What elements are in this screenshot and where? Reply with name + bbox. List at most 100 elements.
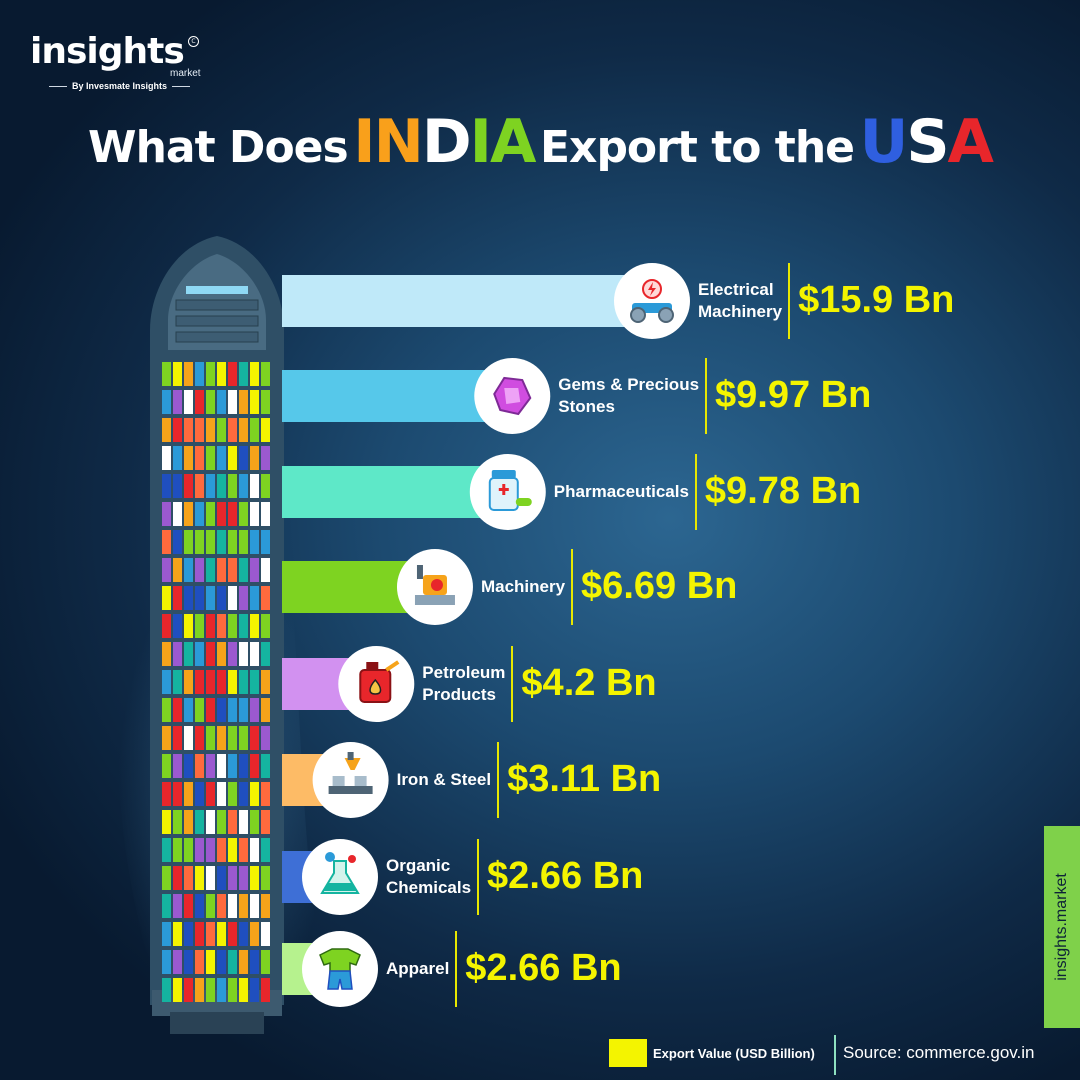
container-block [228,474,237,498]
container-block [228,586,237,610]
container-block [173,502,182,526]
ladle [344,758,361,770]
machine-arm [416,565,423,579]
container-block [239,726,248,750]
container-block [162,642,171,666]
container-block [250,782,259,806]
container-block [206,446,215,470]
container-block [184,362,193,386]
value-separator [705,358,708,434]
container-block [184,586,193,610]
side-tab[interactable]: insights.market [1044,826,1080,1028]
container-block [162,530,171,554]
container-block [184,782,193,806]
container-block [195,950,204,974]
container-block [184,614,193,638]
cross-v [502,484,506,495]
category-label: Petroleum Products [422,662,505,706]
india-letter: I [353,107,375,177]
india-letter: A [489,107,536,177]
container-block [250,614,259,638]
container-block [228,642,237,666]
container-block [239,390,248,414]
value-separator [694,454,697,530]
container-block [250,446,259,470]
container-block [173,446,182,470]
container-block [184,446,193,470]
bolt-glyph [648,282,656,296]
container-block [162,726,171,750]
category-label-line: Organic [386,856,451,875]
container-block [217,726,226,750]
container-block [250,418,259,442]
container-block [239,754,248,778]
container-block [162,670,171,694]
canister-spout [385,660,400,672]
container-block [162,418,171,442]
canister-handle [366,662,379,670]
container-block [250,390,259,414]
molecule-2 [348,855,356,863]
container-block [217,502,226,526]
container-block [195,362,204,386]
container-block [261,530,270,554]
container-block [206,418,215,442]
bottle-cap [491,470,516,478]
container-block [195,642,204,666]
container-block [173,418,182,442]
container-block [162,558,171,582]
value-label: $4.2 Bn [521,662,657,704]
container-block [184,894,193,918]
container-block [206,698,215,722]
container-block [206,894,215,918]
container-block [173,754,182,778]
container-block [228,418,237,442]
container-block [239,614,248,638]
container-block [195,810,204,834]
container-block [217,446,226,470]
container-block [261,754,270,778]
container-block [239,894,248,918]
container-block [250,362,259,386]
apparel-icon [302,931,378,1007]
container-block [239,474,248,498]
container-block [173,922,182,946]
bar-1 [282,370,513,422]
machine-wheel [430,579,443,591]
container-block [173,642,182,666]
container-block [206,670,215,694]
container-block [184,530,193,554]
container-block [217,558,226,582]
container-block [173,558,182,582]
container-block [195,726,204,750]
value-separator [455,931,458,1007]
container-block [250,922,259,946]
container-block [261,586,270,610]
legend-label: Export Value (USD Billion) [653,1046,815,1061]
container-block [228,362,237,386]
category-label-line: Pharmaceuticals [553,482,689,501]
source-text: Source: commerce.gov.in [843,1043,1035,1062]
container-block [261,390,270,414]
container-block [206,838,215,862]
ingot-2 [354,776,367,786]
container-block [195,922,204,946]
container-block [228,446,237,470]
value-label: $9.78 Bn [704,470,862,512]
container-block [173,866,182,890]
container-block [206,978,215,1002]
container-block [261,502,270,526]
container-block [217,978,226,1002]
container-block [261,418,270,442]
title-middle: Export to the [540,122,855,173]
container-block [173,726,182,750]
container-block [206,390,215,414]
container-block [250,502,259,526]
container-block [239,558,248,582]
machine-bed [414,595,455,605]
value-label: $6.69 Bn [581,565,738,607]
container-block [261,614,270,638]
category-label-line: Chemicals [386,878,472,897]
container-block [195,754,204,778]
molecule-1 [325,852,335,862]
